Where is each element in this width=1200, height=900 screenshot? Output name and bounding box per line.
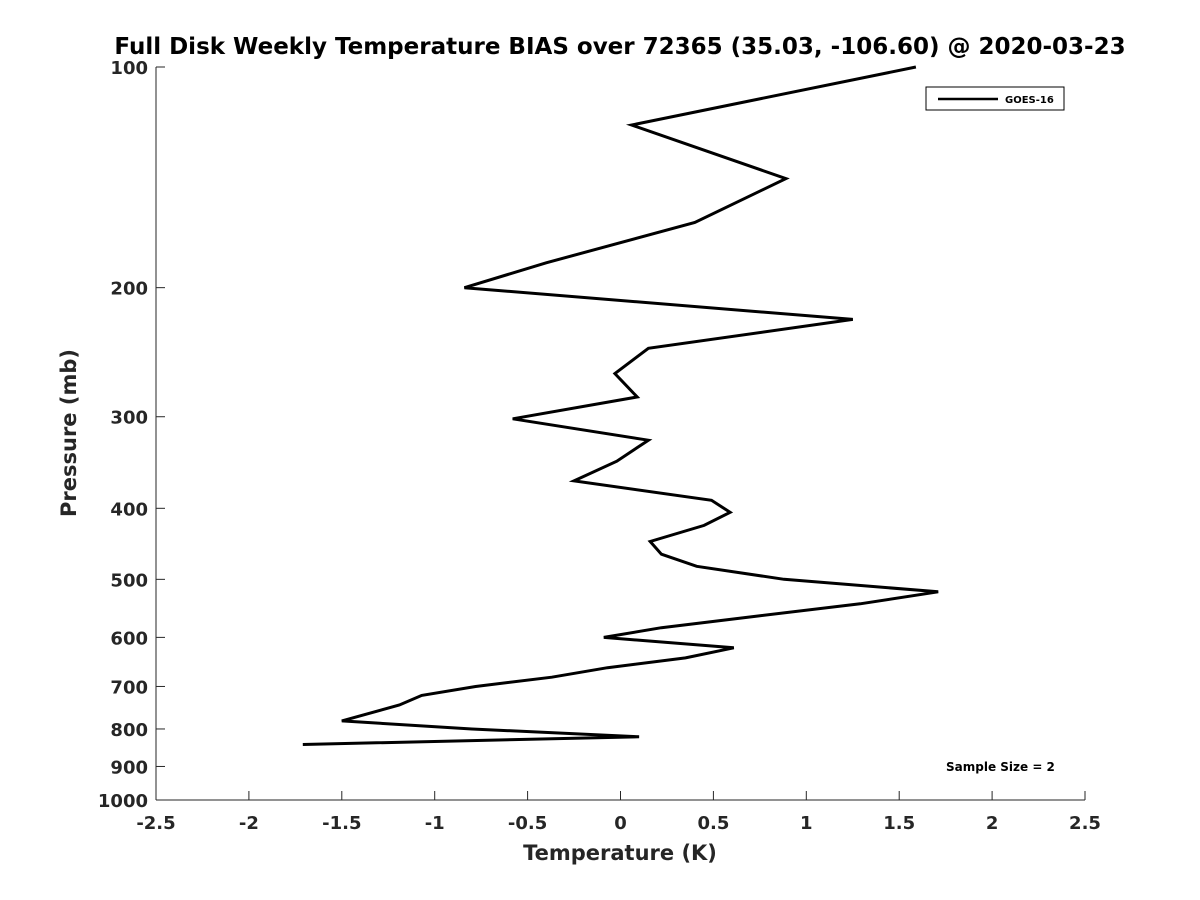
y-tick-label: 100 [110, 58, 148, 79]
y-axis-ticks: 100 200 300 400 500 600 700 800 900 1000 [98, 58, 165, 812]
x-tick-label: 2.5 [1069, 813, 1101, 834]
y-tick-label: 400 [110, 499, 148, 520]
x-tick-label: -0.5 [508, 813, 547, 834]
x-axis-ticks: -2.5 -2 -1.5 -1 -0.5 0 0.5 1 1.5 2 2.5 [136, 791, 1101, 834]
y-tick-label: 700 [110, 677, 148, 698]
y-tick-label: 800 [110, 720, 148, 741]
x-tick-label: 1 [800, 813, 813, 834]
x-tick-label: -1 [425, 813, 445, 834]
x-tick-label: 0 [614, 813, 627, 834]
chart-title: Full Disk Weekly Temperature BIAS over 7… [114, 34, 1125, 60]
x-tick-label: 2 [986, 813, 999, 834]
x-tick-label: -2.5 [136, 813, 175, 834]
y-tick-label: 900 [110, 757, 148, 778]
sample-size-annotation: Sample Size = 2 [946, 760, 1055, 774]
x-tick-label: -1.5 [322, 813, 361, 834]
y-tick-label: 200 [110, 279, 148, 300]
x-tick-label: 1.5 [883, 813, 915, 834]
y-tick-label: 500 [110, 570, 148, 591]
series-line-goes-16 [302, 65, 939, 746]
x-tick-label: -2 [239, 813, 259, 834]
legend: GOES-16 [925, 86, 1065, 111]
y-tick-label: 600 [110, 628, 148, 649]
y-tick-label: 300 [110, 408, 148, 429]
plot-area [156, 67, 1085, 800]
y-tick-label: 1000 [98, 791, 148, 812]
series-layer [302, 65, 939, 746]
legend-label-goes-16: GOES-16 [1005, 95, 1054, 106]
x-axis-label: Temperature (K) [523, 841, 717, 865]
y-axis-label: Pressure (mb) [57, 349, 81, 517]
x-tick-label: 0.5 [697, 813, 729, 834]
